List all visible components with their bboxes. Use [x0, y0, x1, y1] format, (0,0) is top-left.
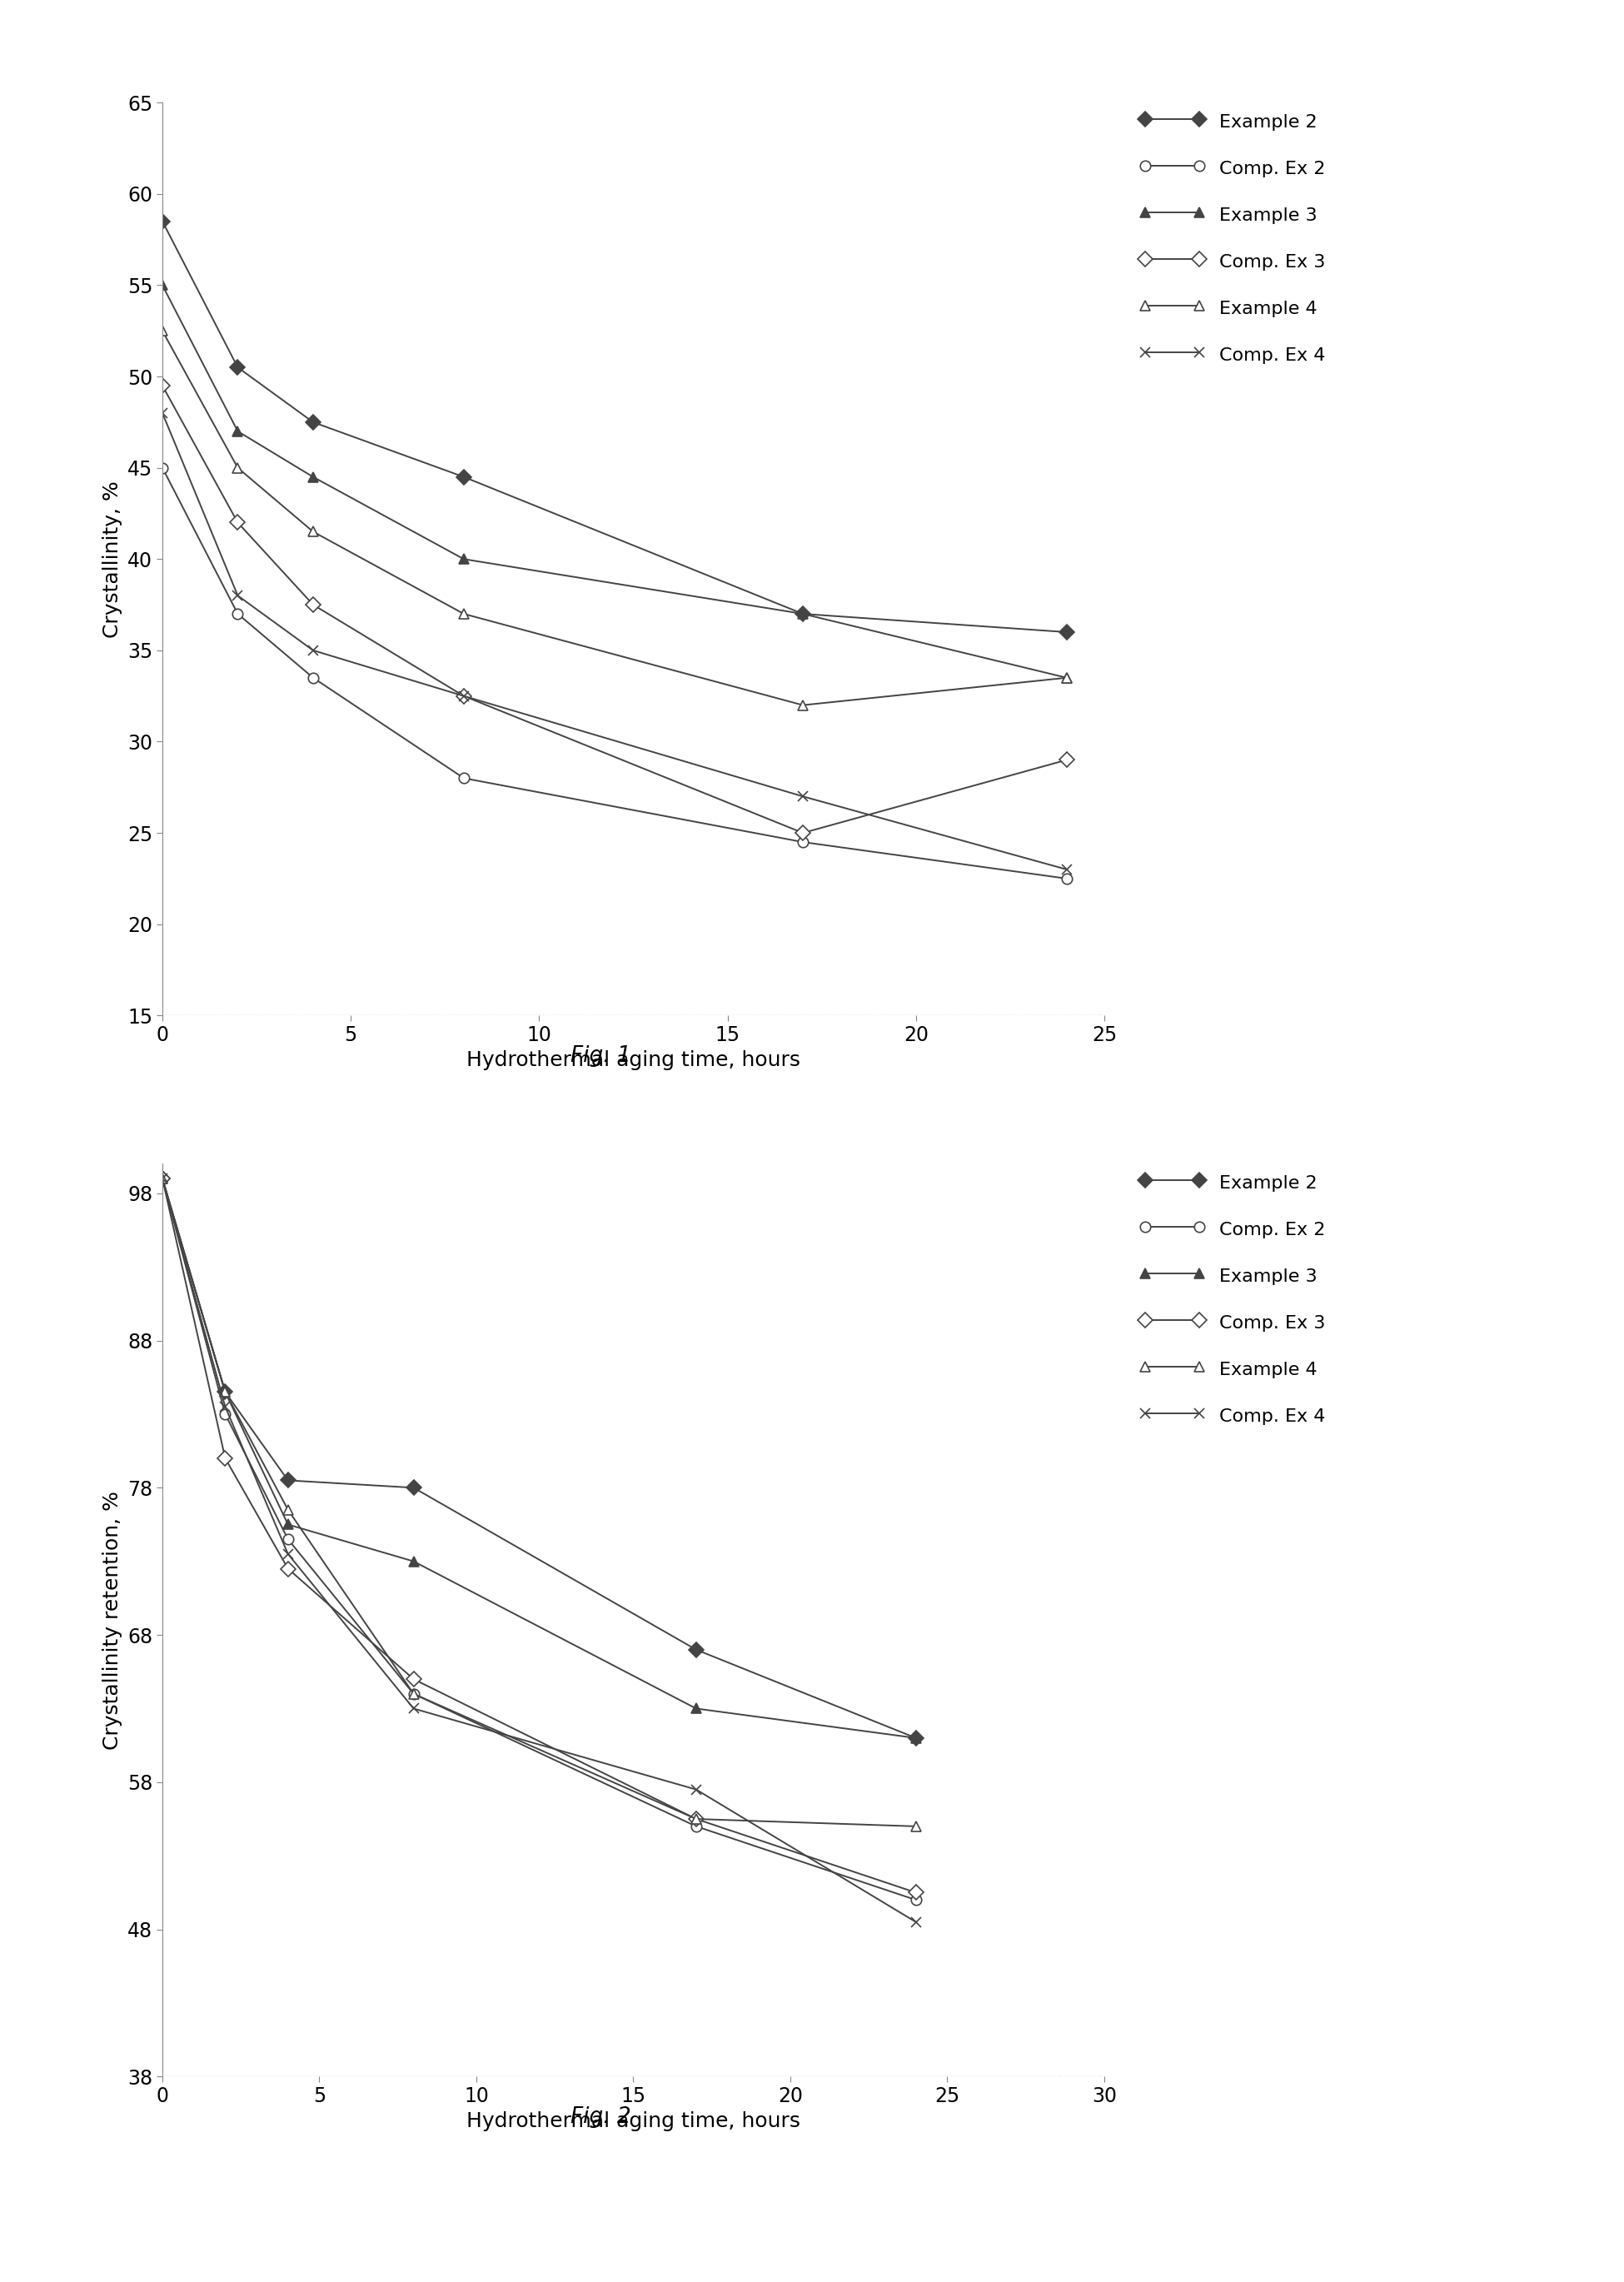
Example 3 [153, 272, 172, 299]
Example 4 [404, 1680, 424, 1707]
Example 4 [153, 1164, 172, 1191]
Comp. Ex 4 [793, 783, 812, 810]
Example 4 [304, 518, 323, 545]
Y-axis label: Crystallinity retention, %: Crystallinity retention, % [102, 1490, 123, 1750]
Comp. Ex 3 [153, 372, 172, 399]
Comp. Ex 3 [216, 1445, 235, 1472]
Comp. Ex 3 [227, 509, 247, 536]
Example 2 [227, 354, 247, 381]
Comp. Ex 4 [1057, 856, 1077, 883]
Example 4 [687, 1805, 706, 1832]
Example 3 [278, 1511, 297, 1538]
Example 4 [455, 600, 474, 628]
Example 2 [404, 1474, 424, 1502]
Comp. Ex 4 [227, 582, 247, 609]
Example 3 [227, 418, 247, 445]
Comp. Ex 3 [404, 1666, 424, 1693]
Text: Fig. 2: Fig. 2 [570, 2106, 632, 2127]
Example 2 [153, 1164, 172, 1191]
Comp. Ex 3 [455, 682, 474, 710]
Example 2 [687, 1636, 706, 1664]
X-axis label: Hydrothermal aging time, hours: Hydrothermal aging time, hours [466, 1050, 801, 1070]
Comp. Ex 4 [304, 637, 323, 664]
Y-axis label: Crystallinity, %: Crystallinity, % [102, 482, 122, 637]
Example 3 [153, 1164, 172, 1191]
Comp. Ex 2 [1057, 865, 1077, 892]
Comp. Ex 2 [216, 1401, 235, 1429]
Comp. Ex 2 [455, 764, 474, 792]
Example 3 [304, 463, 323, 491]
Example 3 [404, 1547, 424, 1575]
Example 4 [227, 454, 247, 482]
Example 4 [906, 1812, 926, 1839]
Comp. Ex 4 [278, 1540, 297, 1568]
Line: Example 3: Example 3 [158, 281, 1072, 682]
Example 3 [906, 1725, 926, 1753]
Comp. Ex 4 [153, 1164, 172, 1191]
Comp. Ex 3 [304, 591, 323, 618]
Example 4 [793, 691, 812, 719]
Legend: Example 2, Comp. Ex 2, Example 3, Comp. Ex 3, Example 4, Comp. Ex 4: Example 2, Comp. Ex 2, Example 3, Comp. … [1132, 103, 1333, 374]
Line: Comp. Ex 4: Comp. Ex 4 [158, 408, 1072, 874]
Example 2 [1057, 618, 1077, 646]
Comp. Ex 2 [153, 1164, 172, 1191]
Line: Comp. Ex 4: Comp. Ex 4 [158, 1173, 921, 1928]
Line: Example 2: Example 2 [158, 1173, 921, 1743]
Line: Comp. Ex 2: Comp. Ex 2 [158, 1173, 921, 1905]
Comp. Ex 2 [404, 1680, 424, 1707]
Example 2 [216, 1378, 235, 1406]
Example 4 [278, 1497, 297, 1524]
Comp. Ex 4 [906, 1908, 926, 1935]
Comp. Ex 4 [455, 682, 474, 710]
Comp. Ex 3 [1057, 746, 1077, 774]
Line: Example 4: Example 4 [158, 326, 1072, 710]
Legend: Example 2, Comp. Ex 2, Example 3, Comp. Ex 3, Example 4, Comp. Ex 4: Example 2, Comp. Ex 2, Example 3, Comp. … [1132, 1164, 1333, 1435]
Line: Comp. Ex 3: Comp. Ex 3 [158, 1173, 921, 1899]
Comp. Ex 2 [227, 600, 247, 628]
Comp. Ex 2 [304, 664, 323, 691]
Comp. Ex 3 [153, 1164, 172, 1191]
Comp. Ex 2 [906, 1887, 926, 1915]
Example 3 [793, 600, 812, 628]
Example 4 [216, 1378, 235, 1406]
Example 2 [793, 600, 812, 628]
Comp. Ex 3 [278, 1554, 297, 1581]
Example 4 [1057, 664, 1077, 691]
Comp. Ex 4 [687, 1775, 706, 1803]
Example 3 [687, 1696, 706, 1723]
Example 2 [906, 1725, 926, 1753]
Line: Comp. Ex 3: Comp. Ex 3 [158, 381, 1072, 837]
Line: Example 2: Example 2 [158, 217, 1072, 637]
Comp. Ex 2 [687, 1812, 706, 1839]
Example 2 [304, 408, 323, 436]
Example 3 [455, 545, 474, 573]
Comp. Ex 4 [404, 1696, 424, 1723]
X-axis label: Hydrothermal aging time, hours: Hydrothermal aging time, hours [466, 2111, 801, 2131]
Example 3 [1057, 664, 1077, 691]
Example 2 [278, 1467, 297, 1495]
Comp. Ex 2 [278, 1527, 297, 1554]
Line: Example 3: Example 3 [158, 1173, 921, 1743]
Example 3 [216, 1378, 235, 1406]
Comp. Ex 4 [153, 399, 172, 427]
Comp. Ex 2 [793, 828, 812, 856]
Text: Fig. 1: Fig. 1 [570, 1045, 632, 1066]
Line: Comp. Ex 2: Comp. Ex 2 [158, 463, 1072, 883]
Comp. Ex 3 [687, 1805, 706, 1832]
Example 2 [153, 208, 172, 235]
Example 2 [455, 463, 474, 491]
Example 4 [153, 317, 172, 345]
Line: Example 4: Example 4 [158, 1173, 921, 1832]
Comp. Ex 2 [153, 454, 172, 482]
Comp. Ex 4 [216, 1392, 235, 1419]
Comp. Ex 3 [906, 1878, 926, 1905]
Comp. Ex 3 [793, 819, 812, 847]
